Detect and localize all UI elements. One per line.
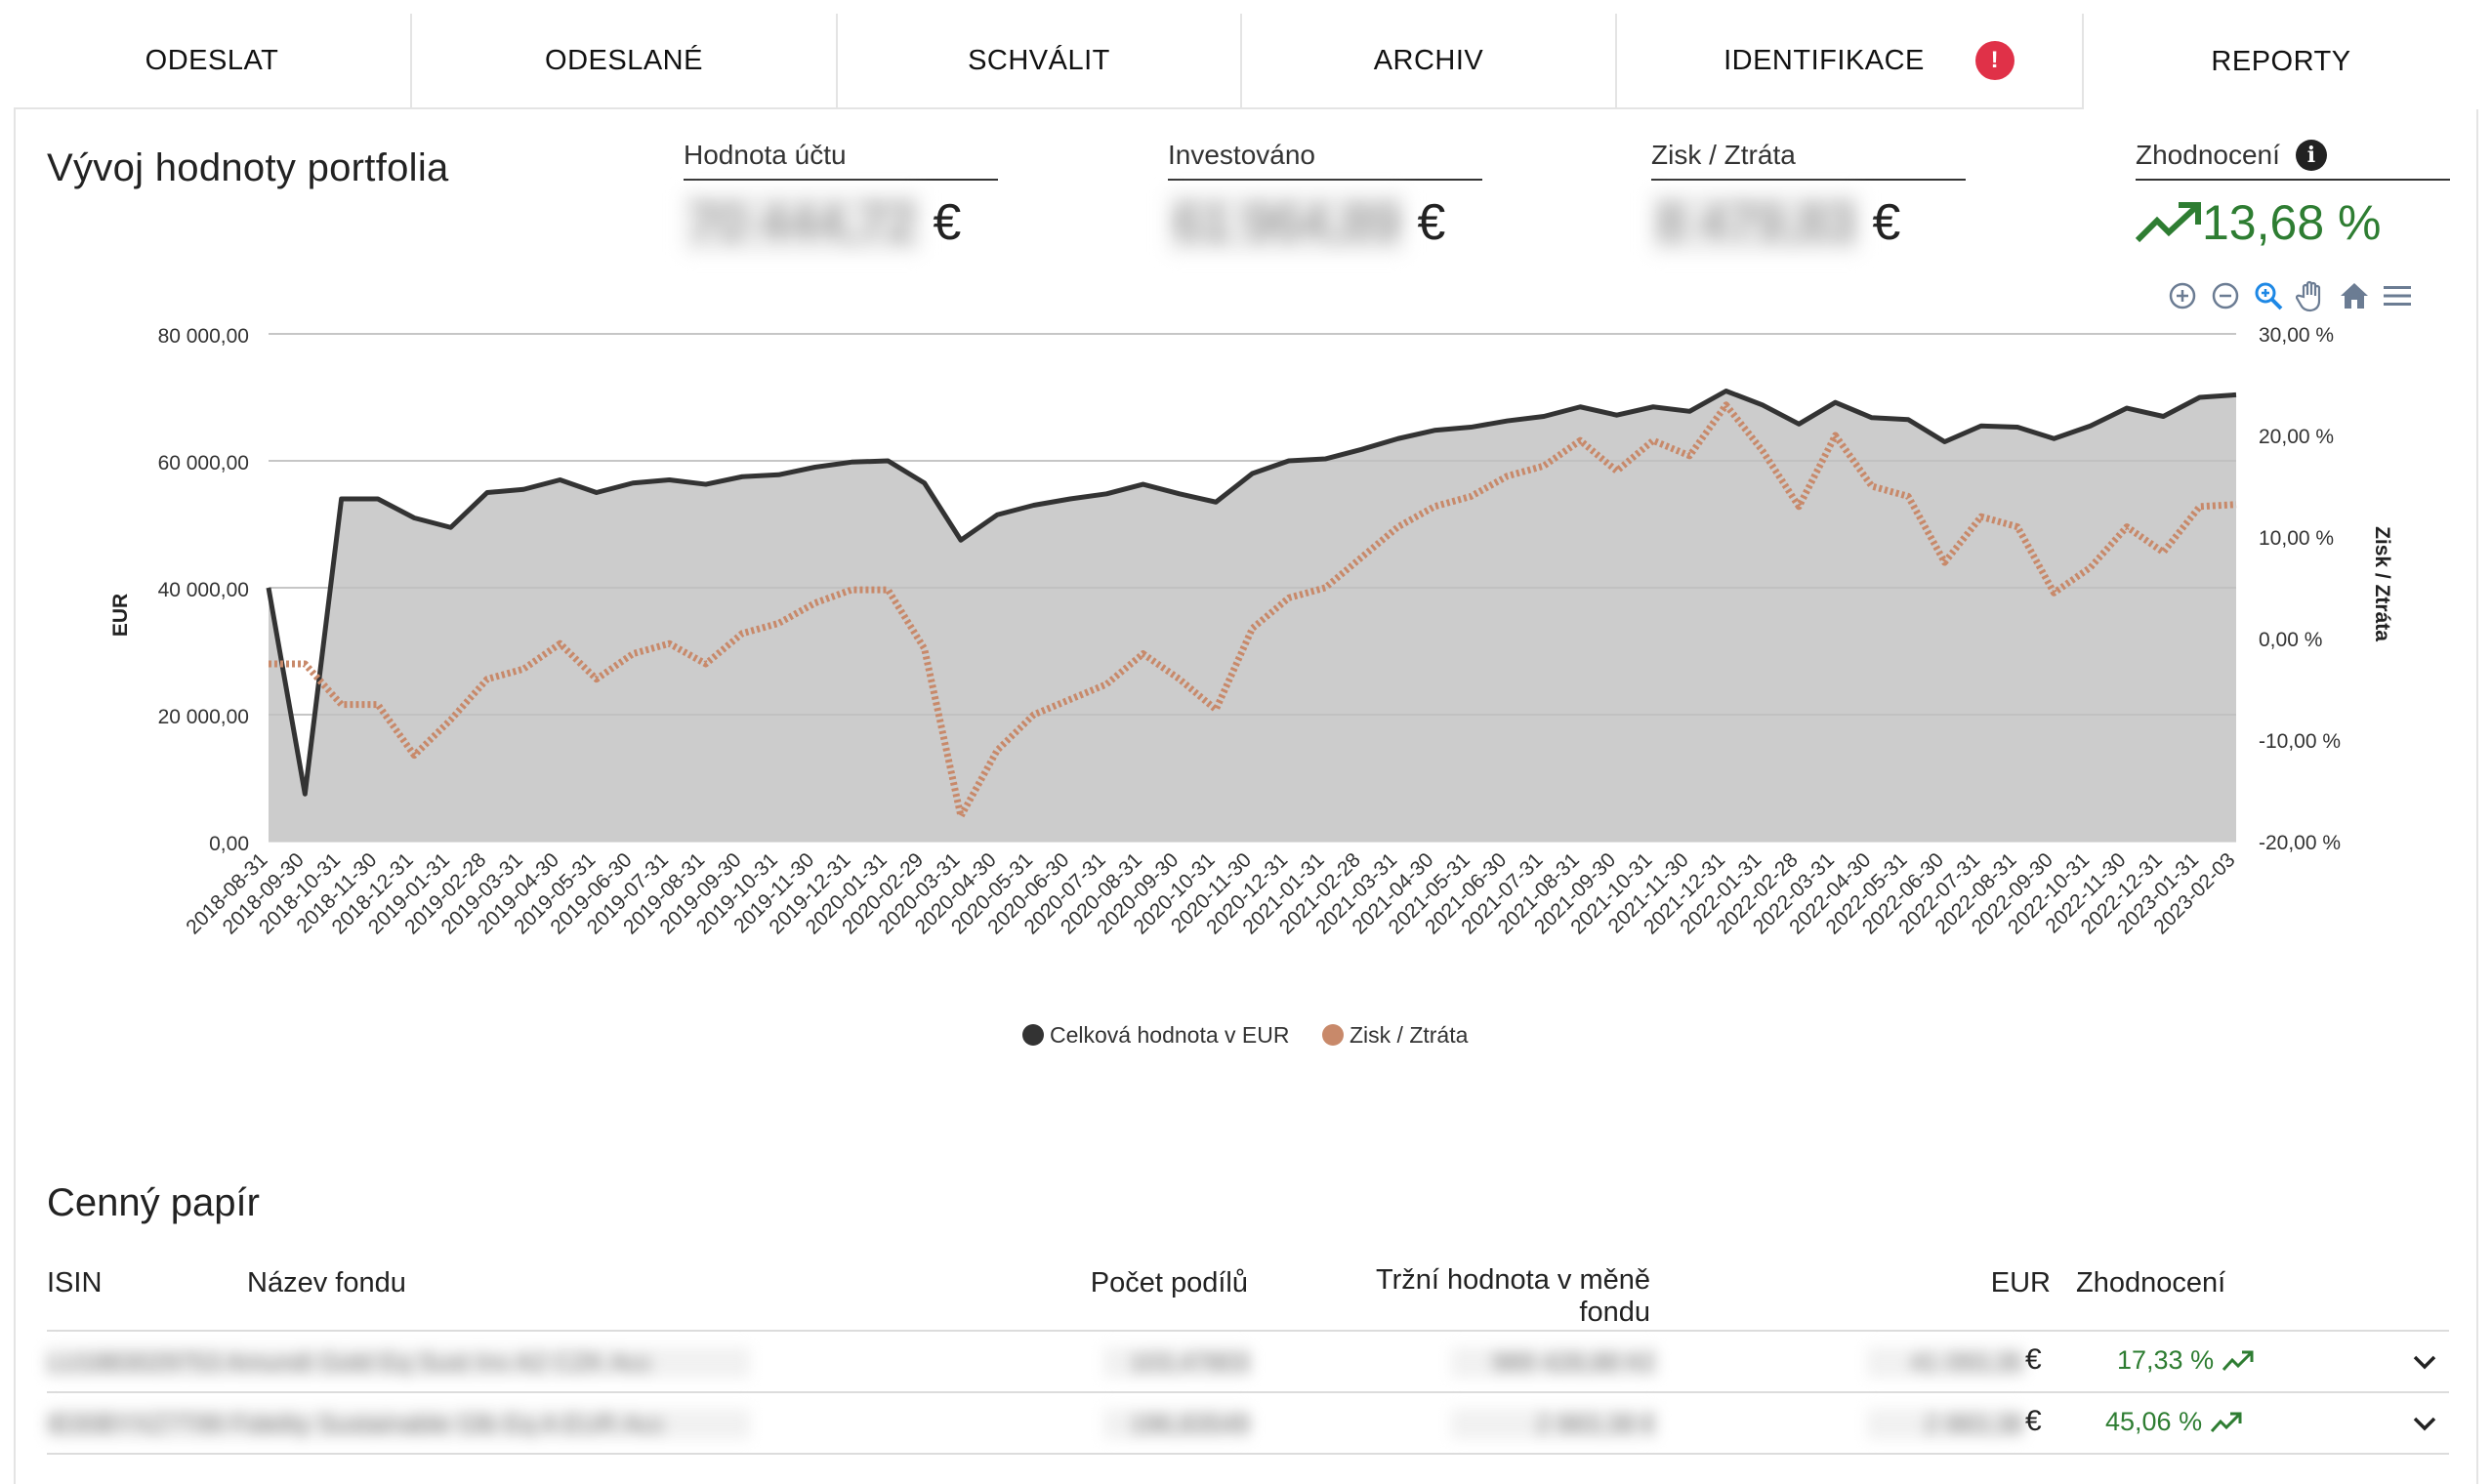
series-line-profit-loss xyxy=(269,401,2237,820)
series-line-total-value xyxy=(266,389,2237,797)
table-divider xyxy=(47,1453,2449,1455)
cell-eur: 2 883,38 xyxy=(1867,1409,2023,1439)
y-tick-label-right: 0,00 % xyxy=(2259,629,2322,651)
kpi-invested: Investováno 61 964,89 € xyxy=(1168,137,1482,252)
kpi-label: Hodnota účtu xyxy=(684,137,998,181)
tab-reporty[interactable]: REPORTY xyxy=(2084,14,2478,109)
zoom-in-icon[interactable] xyxy=(2166,279,2199,312)
area-fill-total-value xyxy=(269,391,2236,842)
tab-label: REPORTY xyxy=(2211,45,2351,77)
cell-market-value: 2 883,38 € xyxy=(1451,1409,1656,1439)
y-tick-label-right: 30,00 % xyxy=(2259,324,2334,347)
currency-symbol: € xyxy=(1417,194,1446,251)
tab-label: ODESLANÉ xyxy=(545,44,703,76)
cell-currency: € xyxy=(2025,1405,2042,1437)
kpi-profit-loss: Zisk / Ztráta 8 479,83 € xyxy=(1651,137,1966,252)
cell-eur: 41 093,35 xyxy=(1867,1347,2023,1378)
y-axis-title-right: Zisk / Ztráta xyxy=(2371,526,2393,641)
y-axis-title-left: EUR xyxy=(109,594,132,637)
trending-up-icon xyxy=(2136,202,2201,243)
tab-odeslane[interactable]: ODESLANÉ xyxy=(412,14,838,109)
kpi-value: 13,68 % xyxy=(2202,195,2382,250)
kpi-return: Zhodnocení i 13,68 % xyxy=(2136,137,2450,251)
col-header-return: Zhodnocení xyxy=(2076,1267,2226,1298)
trending-up-icon xyxy=(2222,1350,2254,1371)
y-tick-label-right: 20,00 % xyxy=(2259,426,2334,448)
menu-icon[interactable] xyxy=(2381,279,2414,312)
kpi-label: Zisk / Ztráta xyxy=(1651,137,1966,181)
cell-market-value: 989 428,88 Kč xyxy=(1451,1347,1656,1378)
cell-return: 17,33 % xyxy=(2117,1345,2255,1376)
col-header-isin: ISIN xyxy=(47,1267,103,1298)
cell-isin-name: LU1883029753 Amundi Gold Eq Sust Inv A2 … xyxy=(47,1347,750,1378)
kpi-label: Zhodnocení i xyxy=(2136,137,2450,181)
y-tick-label-left: 0,00 xyxy=(209,833,249,855)
chart-legend: Celková hodnota v EUR Zisk / Ztráta xyxy=(1022,1022,1469,1048)
kpi-value: 70 444,72 xyxy=(684,193,922,252)
table-divider xyxy=(47,1330,2449,1332)
cell-isin-name: IE00BYXZ7T99 Fidelity Sustainable Glb Eq… xyxy=(47,1409,750,1439)
tab-bar: ODESLAT ODESLANÉ SCHVÁLIT ARCHIV IDENTIF… xyxy=(14,14,2478,109)
info-icon[interactable]: i xyxy=(2295,139,2327,171)
tab-label: ODESLAT xyxy=(145,44,279,76)
tab-label: SCHVÁLIT xyxy=(968,44,1110,76)
kpi-label: Investováno xyxy=(1168,137,1482,181)
home-icon[interactable] xyxy=(2338,279,2371,312)
kpi-value: 8 479,83 xyxy=(1651,193,1861,252)
col-header-shares: Počet podílů xyxy=(1090,1267,1248,1298)
table-divider xyxy=(47,1391,2449,1393)
pan-hand-icon[interactable] xyxy=(2295,279,2328,312)
tab-odeslat[interactable]: ODESLAT xyxy=(14,14,412,109)
legend-item: Celková hodnota v EUR xyxy=(1022,1022,1289,1048)
kpi-return-value: 13,68 % xyxy=(2136,194,2381,251)
tab-archiv[interactable]: ARCHIV xyxy=(1242,14,1617,109)
cell-currency: € xyxy=(2025,1343,2042,1376)
chevron-down-icon[interactable] xyxy=(2410,1409,2439,1438)
y-tick-label-left: 60 000,00 xyxy=(158,452,249,474)
kpi-account-value: Hodnota účtu 70 444,72 € xyxy=(684,137,998,252)
col-header-eur: EUR xyxy=(1990,1267,2051,1298)
return-value: 17,33 % xyxy=(2117,1345,2215,1375)
y-tick-label-left: 80 000,00 xyxy=(158,325,249,348)
y-tick-label-right: -10,00 % xyxy=(2259,730,2341,753)
tab-label: IDENTIFIKACE xyxy=(1724,44,1925,76)
alert-badge: ! xyxy=(1974,41,2014,80)
currency-symbol: € xyxy=(1872,194,1901,251)
col-header-fund-name: Název fondu xyxy=(247,1267,406,1298)
cell-return: 45,06 % xyxy=(2105,1407,2243,1437)
cell-shares: 103,47803 xyxy=(1103,1347,1250,1378)
zoom-out-icon[interactable] xyxy=(2209,279,2242,312)
page-title: Vývoj hodnoty portfolia xyxy=(47,146,449,189)
kpi-value: 61 964,89 xyxy=(1168,193,1406,252)
tab-schvalit[interactable]: SCHVÁLIT xyxy=(838,14,1242,109)
tab-identifikace[interactable]: IDENTIFIKACE ! xyxy=(1617,14,2084,109)
y-tick-label-right: 10,00 % xyxy=(2259,527,2334,550)
y-tick-label-left: 40 000,00 xyxy=(158,579,249,601)
cell-shares: 196,83549 xyxy=(1103,1409,1250,1439)
y-tick-label-right: -20,00 % xyxy=(2259,832,2341,854)
y-tick-label-left: 20 000,00 xyxy=(158,706,249,728)
col-header-market-value: Tržní hodnota v měně fondu xyxy=(1375,1264,1650,1328)
legend-item: Zisk / Ztráta xyxy=(1322,1022,1469,1048)
legend-marker xyxy=(1022,1024,1044,1046)
section-title: Cenný papír xyxy=(47,1181,260,1224)
legend-marker xyxy=(1322,1024,1344,1046)
currency-symbol: € xyxy=(933,194,962,251)
return-value: 45,06 % xyxy=(2105,1407,2203,1436)
trending-up-icon xyxy=(2210,1412,2242,1432)
zoom-selection-icon[interactable] xyxy=(2252,279,2285,312)
chart-toolbar xyxy=(2166,279,2414,312)
portfolio-chart: 0,00 20 000,00 40 000,00 60 000,00 80 000,00… xyxy=(109,324,2393,1048)
tab-label: ARCHIV xyxy=(1373,44,1484,76)
kpi-label-text: Zhodnocení xyxy=(2136,139,2280,170)
chevron-down-icon[interactable] xyxy=(2410,1347,2439,1377)
legend-label: Zisk / Ztráta xyxy=(1350,1022,1469,1048)
legend-label: Celková hodnota v EUR xyxy=(1050,1022,1289,1048)
